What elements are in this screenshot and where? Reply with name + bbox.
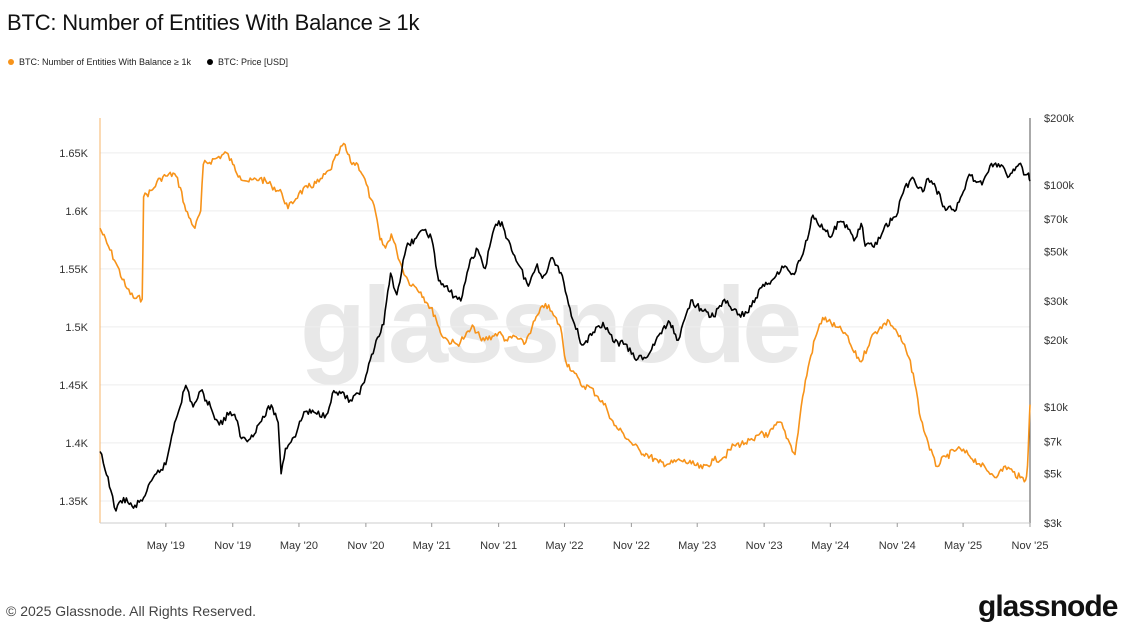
- copyright-footer: © 2025 Glassnode. All Rights Reserved.: [6, 603, 257, 619]
- left-tick-label: 1.65K: [59, 148, 88, 160]
- x-tick-label: Nov '19: [214, 540, 251, 552]
- legend-label-entities: BTC: Number of Entities With Balance ≥ 1…: [19, 57, 192, 67]
- x-tick-label: Nov '22: [613, 540, 650, 552]
- legend-dot-entities: [8, 59, 14, 65]
- x-tick-label: Nov '23: [746, 540, 783, 552]
- legend-item-entities[interactable]: BTC: Number of Entities With Balance ≥ 1…: [8, 57, 191, 67]
- right-tick-label: $50k: [1044, 247, 1068, 259]
- x-tick-label: May '24: [811, 540, 849, 552]
- x-tick-label: Nov '25: [1012, 540, 1049, 552]
- right-tick-label: $70k: [1044, 214, 1068, 226]
- right-tick-label: $7k: [1044, 436, 1062, 448]
- left-tick-label: 1.6K: [65, 206, 88, 218]
- x-tick-label: May '19: [147, 540, 185, 552]
- legend: BTC: Number of Entities With Balance ≥ 1…: [8, 57, 288, 67]
- legend-dot-price: [207, 59, 214, 65]
- right-tick-label: $100k: [1044, 180, 1074, 192]
- x-tick-label: Nov '21: [480, 540, 517, 552]
- x-tick-label: May '25: [944, 540, 982, 552]
- left-tick-label: 1.55K: [59, 264, 88, 276]
- series-line-price: [99, 162, 1031, 512]
- x-tick-label: May '20: [280, 540, 318, 552]
- series-line-entities: [99, 142, 1031, 483]
- brand-logo: glassnode: [978, 590, 1118, 623]
- right-tick-label: $200k: [1044, 113, 1074, 125]
- right-tick-label: $10k: [1044, 402, 1068, 414]
- x-tick-label: May '23: [678, 540, 716, 552]
- x-tick-label: Nov '20: [347, 540, 384, 552]
- left-tick-label: 1.35K: [59, 496, 88, 508]
- left-tick-label: 1.4K: [65, 438, 88, 450]
- x-tick-label: May '21: [413, 540, 451, 552]
- right-tick-label: $3k: [1044, 518, 1062, 530]
- left-tick-label: 1.45K: [59, 380, 88, 392]
- right-tick-label: $20k: [1044, 335, 1068, 347]
- legend-item-price[interactable]: BTC: Price [USD]: [207, 57, 288, 67]
- legend-label-price: BTC: Price [USD]: [218, 57, 289, 67]
- x-tick-label: May '22: [545, 540, 583, 552]
- chart-title: BTC: Number of Entities With Balance ≥ 1…: [7, 10, 420, 35]
- left-tick-label: 1.5K: [65, 322, 88, 334]
- right-tick-label: $30k: [1044, 296, 1068, 308]
- right-tick-label: $5k: [1044, 469, 1062, 481]
- x-tick-label: Nov '24: [879, 540, 916, 552]
